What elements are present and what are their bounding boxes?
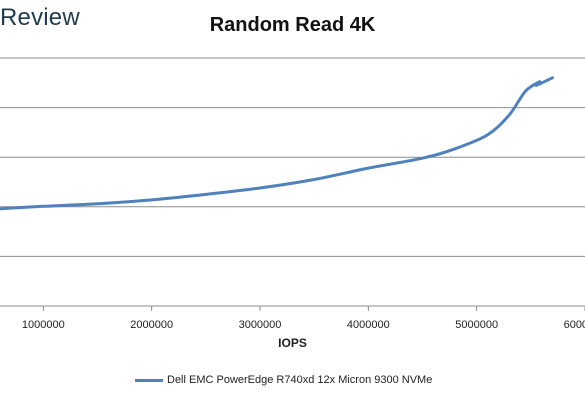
x-tick-labels: 1000000 2000000 3000000 4000000 5000000 60000… — [22, 319, 585, 331]
x-tick-label: 5000000 — [455, 319, 498, 331]
x-tick-label: 3000000 — [239, 319, 282, 331]
legend-swatch — [135, 378, 163, 382]
legend-label: Dell EMC PowerEdge R740xd 12x Micron 930… — [167, 374, 433, 386]
x-tick-label: 6000000 — [564, 319, 585, 331]
x-axis — [0, 305, 585, 311]
x-tick-label: 4000000 — [347, 319, 390, 331]
x-axis-label: IOPS — [278, 336, 307, 350]
brand-logo-text: Review — [0, 4, 80, 31]
gridlines — [0, 57, 585, 257]
series-lines — [0, 76, 554, 211]
x-tick-label: 2000000 — [130, 319, 173, 331]
chart-title: Random Read 4K — [209, 14, 376, 36]
x-tick-label: 1000000 — [22, 319, 65, 331]
series-line-0 — [0, 76, 554, 211]
legend: Dell EMC PowerEdge R740xd 12x Micron 930… — [135, 374, 432, 386]
